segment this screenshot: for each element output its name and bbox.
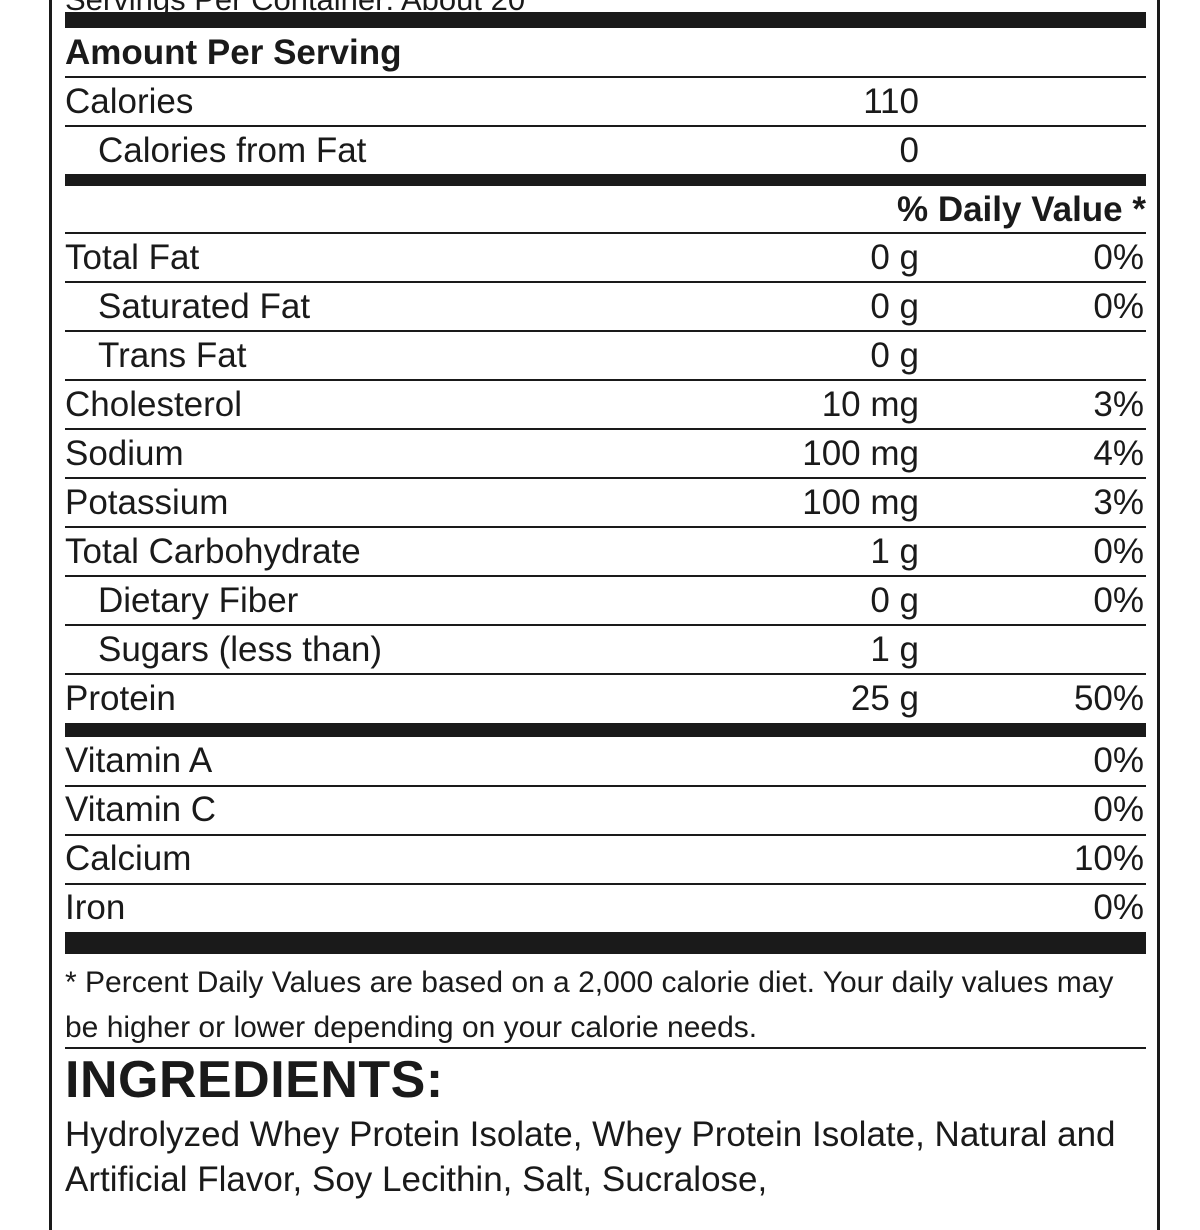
nutrient-label: Dietary Fiber bbox=[98, 581, 299, 620]
nutrient-daily-value: 0% bbox=[1093, 532, 1144, 571]
vitamin-daily-value: 0% bbox=[1093, 888, 1144, 927]
nutrient-amount: 1 g bbox=[870, 630, 919, 669]
divider bbox=[65, 330, 1146, 332]
divider bbox=[65, 477, 1146, 479]
ingredients-heading: INGREDIENTS: bbox=[65, 1051, 444, 1109]
vitamin-row: Calcium 10% bbox=[65, 836, 1146, 882]
amount-per-serving-heading: Amount Per Serving bbox=[65, 30, 1146, 76]
nutrition-label-border bbox=[49, 0, 1160, 1230]
nutrient-label: Sugars (less than) bbox=[98, 630, 383, 669]
nutrient-row: Protein 25 g 50% bbox=[65, 676, 1146, 722]
nutrient-row: Dietary Fiber 0 g 0% bbox=[65, 578, 1146, 624]
divider bbox=[65, 624, 1146, 626]
nutrient-amount: 0 g bbox=[870, 238, 919, 277]
divider bbox=[65, 575, 1146, 577]
nutrient-row: Total Carbohydrate 1 g 0% bbox=[65, 529, 1146, 575]
nutrient-label: Total Fat bbox=[65, 238, 200, 277]
divider bbox=[65, 785, 1146, 787]
servings-per-container: Servings Per Container: About 20 bbox=[65, 0, 525, 15]
ingredients-list: Hydrolyzed Whey Protein Isolate, Whey Pr… bbox=[65, 1115, 1116, 1199]
nutrient-label: Trans Fat bbox=[98, 336, 247, 375]
nutrient-amount: 0 g bbox=[870, 581, 919, 620]
calories-from-fat-row: Calories from Fat 0 bbox=[65, 128, 1146, 174]
divider bbox=[65, 379, 1146, 381]
calories-row: Calories 110 bbox=[65, 79, 1146, 125]
vitamin-label: Iron bbox=[65, 888, 126, 927]
nutrient-daily-value: 4% bbox=[1093, 434, 1144, 473]
nutrient-amount: 25 g bbox=[850, 679, 919, 718]
nutrient-label: Potassium bbox=[65, 483, 229, 522]
nutrient-daily-value: 0% bbox=[1093, 581, 1144, 620]
nutrient-row: Trans Fat 0 g bbox=[65, 333, 1146, 379]
divider bbox=[65, 281, 1146, 283]
daily-value-header: % Daily Value * bbox=[896, 190, 1146, 229]
nutrient-row: Cholesterol 10 mg 3% bbox=[65, 382, 1146, 428]
divider bbox=[65, 834, 1146, 836]
daily-value-footnote: * Percent Daily Values are based on a 2,… bbox=[65, 966, 1114, 1044]
thick-divider-bottom bbox=[65, 932, 1146, 954]
nutrient-row: Total Fat 0 g 0% bbox=[65, 235, 1146, 281]
thick-divider-mid bbox=[65, 174, 1146, 186]
vitamin-label: Vitamin C bbox=[65, 790, 217, 829]
vitamin-row: Iron 0% bbox=[65, 885, 1146, 931]
divider bbox=[65, 673, 1146, 675]
vitamin-label: Vitamin A bbox=[65, 741, 213, 780]
divider bbox=[65, 428, 1146, 430]
nutrient-row: Sugars (less than) 1 g bbox=[65, 627, 1146, 673]
nutrient-amount: 100 mg bbox=[802, 434, 919, 473]
nutrient-label: Cholesterol bbox=[65, 385, 243, 424]
divider bbox=[65, 232, 1146, 234]
divider bbox=[65, 76, 1146, 78]
vitamin-row: Vitamin C 0% bbox=[65, 787, 1146, 833]
calories-from-fat-value: 0 bbox=[899, 131, 919, 170]
nutrient-row: Potassium 100 mg 3% bbox=[65, 480, 1146, 526]
nutrient-row: Sodium 100 mg 4% bbox=[65, 431, 1146, 477]
amount-per-serving-label: Amount Per Serving bbox=[65, 33, 402, 72]
nutrient-amount: 1 g bbox=[870, 532, 919, 571]
nutrient-amount: 100 mg bbox=[802, 483, 919, 522]
vitamin-daily-value: 10% bbox=[1073, 839, 1144, 878]
nutrient-daily-value: 3% bbox=[1093, 385, 1144, 424]
nutrient-daily-value: 0% bbox=[1093, 238, 1144, 277]
thick-divider-top bbox=[65, 12, 1146, 28]
calories-from-fat-label: Calories from Fat bbox=[98, 131, 367, 170]
divider bbox=[65, 883, 1146, 885]
nutrient-daily-value: 50% bbox=[1073, 679, 1144, 718]
nutrient-daily-value: 3% bbox=[1093, 483, 1144, 522]
thick-divider-vitamins bbox=[65, 723, 1146, 737]
calories-value: 110 bbox=[863, 82, 919, 121]
nutrient-row: Saturated Fat 0 g 0% bbox=[65, 284, 1146, 330]
divider bbox=[65, 526, 1146, 528]
calories-label: Calories bbox=[65, 82, 194, 121]
divider bbox=[65, 125, 1146, 127]
nutrient-label: Protein bbox=[65, 679, 176, 718]
nutrient-daily-value: 0% bbox=[1093, 287, 1144, 326]
nutrient-label: Sodium bbox=[65, 434, 184, 473]
nutrient-amount: 0 g bbox=[870, 287, 919, 326]
vitamin-label: Calcium bbox=[65, 839, 192, 878]
vitamin-daily-value: 0% bbox=[1093, 790, 1144, 829]
nutrient-label: Total Carbohydrate bbox=[65, 532, 361, 571]
nutrient-label: Saturated Fat bbox=[98, 287, 311, 326]
vitamin-row: Vitamin A 0% bbox=[65, 738, 1146, 784]
vitamin-daily-value: 0% bbox=[1093, 741, 1144, 780]
nutrient-amount: 10 mg bbox=[821, 385, 919, 424]
nutrient-amount: 0 g bbox=[870, 336, 919, 375]
divider bbox=[65, 1047, 1146, 1049]
